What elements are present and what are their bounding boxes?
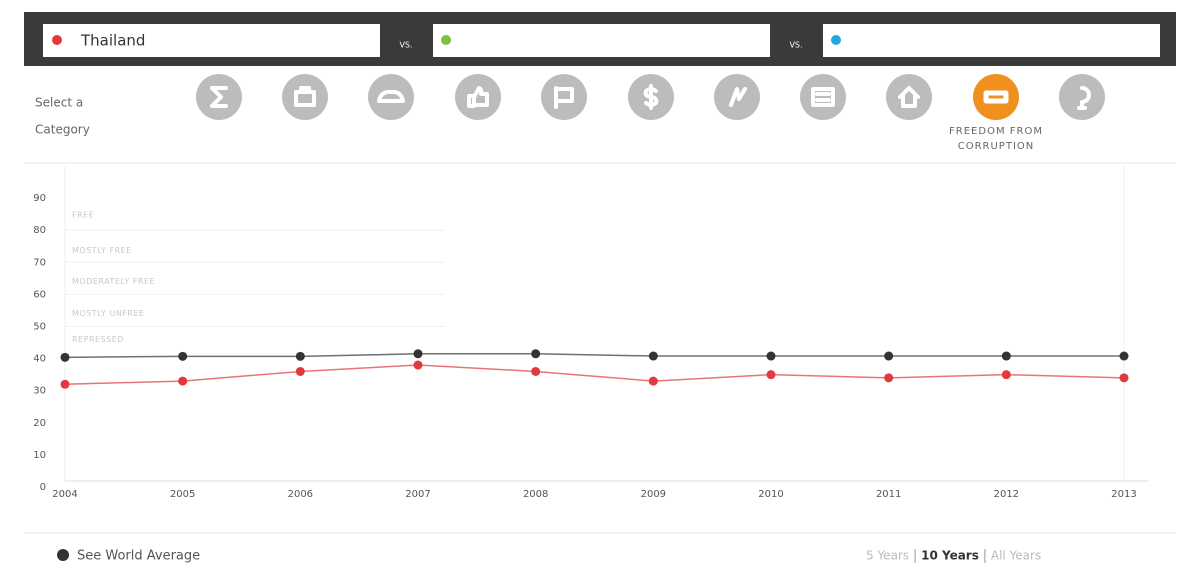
data-point — [413, 360, 423, 370]
y-tick-label: 80 — [33, 225, 46, 236]
icon-glyph — [294, 86, 316, 107]
data-point — [60, 379, 70, 389]
country-dot — [52, 35, 62, 45]
vs-label: VS. — [399, 41, 412, 50]
chart: 0 10 20 30 40 50 60 70 80 90 FREE MOSTLY FREE MODERA… — [33, 166, 1148, 500]
category-icon[interactable] — [1059, 74, 1105, 120]
band-label: MOSTLY UNFREE — [72, 309, 145, 318]
country-dot — [441, 35, 451, 45]
x-tick-label: 2007 — [405, 489, 430, 500]
icon-glyph — [898, 86, 920, 108]
category-prompt: Category — [35, 123, 90, 137]
icon-glyph — [983, 90, 1009, 104]
data-point — [531, 366, 541, 376]
x-tick-label: 2013 — [1111, 489, 1136, 500]
category-icon[interactable] — [455, 74, 501, 120]
x-tick-label: 2006 — [288, 489, 313, 500]
x-tick-label: 2011 — [876, 489, 901, 500]
icon-glyph — [554, 86, 574, 109]
y-tick-label: 0 — [40, 482, 46, 493]
country-input[interactable] — [433, 24, 770, 57]
icon-glyph — [1077, 86, 1091, 110]
icon-glyph — [377, 89, 405, 103]
band-label: MOSTLY FREE — [72, 246, 132, 255]
time-range[interactable]: 10 Years — [921, 549, 979, 563]
x-tick-label: 2004 — [52, 489, 77, 500]
icon-glyph — [729, 87, 747, 107]
data-point — [531, 349, 541, 359]
data-point — [766, 351, 776, 361]
band-label: MODERATELY FREE — [72, 277, 155, 286]
icon-glyph — [811, 87, 835, 107]
category-prompt: Select a — [35, 96, 83, 110]
x-tick-label: 2009 — [641, 489, 666, 500]
data-point — [178, 351, 188, 361]
y-tick-label: 90 — [33, 193, 46, 204]
time-range[interactable]: All Years — [991, 549, 1041, 563]
data-point — [884, 351, 894, 361]
category-icon[interactable] — [541, 74, 587, 120]
series-line — [64, 364, 1125, 386]
country-name: Thailand — [80, 32, 145, 50]
data-point — [1119, 373, 1129, 383]
time-ranges: 5 Years 10 Years All Years — [866, 549, 1041, 563]
icon-glyph — [643, 84, 659, 110]
category-icon-selected[interactable] — [973, 74, 1019, 120]
y-tick-label: 40 — [33, 354, 46, 365]
data-point — [648, 376, 658, 386]
selected-category: FREEDOM FROM — [949, 126, 1043, 137]
data-point — [1119, 351, 1129, 361]
series-line — [64, 353, 1124, 359]
icon-glyph — [210, 86, 228, 108]
category-icon[interactable] — [282, 74, 328, 120]
country-input[interactable] — [43, 24, 380, 57]
category-icon[interactable] — [886, 74, 932, 120]
data-point — [1001, 370, 1011, 380]
x-tick-label: 2005 — [170, 489, 195, 500]
time-range[interactable]: 5 Years — [866, 549, 909, 563]
x-tick-label: 2012 — [994, 489, 1019, 500]
icon-glyph — [467, 86, 489, 108]
y-tick-label: 30 — [33, 386, 46, 397]
data-point — [648, 351, 658, 361]
world-average-label[interactable]: See World Average — [77, 549, 200, 564]
data-point — [766, 370, 776, 380]
y-tick-label: 60 — [33, 289, 46, 300]
country-dot — [831, 35, 841, 45]
data-point — [413, 349, 423, 359]
data-point — [295, 351, 305, 361]
y-tick-label: 10 — [33, 450, 46, 461]
y-tick-label: 50 — [33, 322, 46, 333]
y-tick-label: 20 — [33, 418, 46, 429]
band-label: REPRESSED — [72, 335, 124, 344]
x-tick-label: 2008 — [523, 489, 548, 500]
y-tick-label: 70 — [33, 257, 46, 268]
data-point — [1001, 351, 1011, 361]
band-label: FREE — [72, 211, 94, 220]
vs-label: VS. — [789, 41, 802, 50]
category-icons — [196, 74, 1105, 120]
x-tick-label: 2010 — [758, 489, 783, 500]
category-icon[interactable] — [368, 74, 414, 120]
world-average-toggle[interactable] — [57, 549, 69, 561]
data-point — [295, 366, 305, 376]
selected-category: CORRUPTION — [958, 141, 1035, 152]
category-icon[interactable] — [800, 74, 846, 120]
country-input[interactable] — [823, 24, 1160, 57]
data-point — [178, 376, 188, 386]
data-point — [884, 373, 894, 383]
data-point — [60, 352, 70, 362]
